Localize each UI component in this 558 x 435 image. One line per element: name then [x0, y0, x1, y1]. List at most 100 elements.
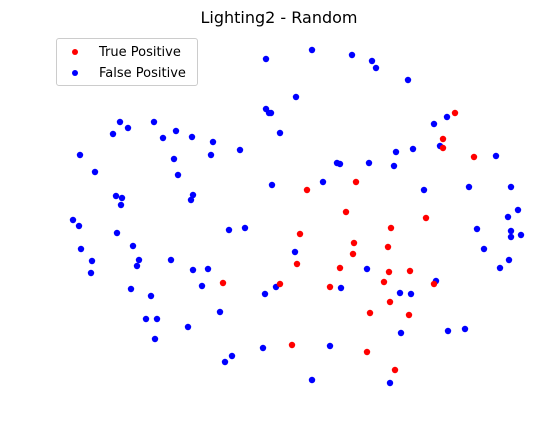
point-false-positive-47: [69, 216, 77, 224]
point-false-positive-54: [517, 231, 525, 239]
point-false-positive-39: [507, 183, 515, 191]
point-false-positive-78: [407, 290, 415, 298]
point-false-positive-19: [209, 138, 217, 146]
point-false-positive-28: [336, 160, 344, 168]
point-false-positive-17: [172, 127, 180, 135]
point-false-positive-53: [507, 227, 515, 235]
point-false-positive-42: [112, 192, 120, 200]
point-false-positive-92: [386, 379, 394, 387]
point-false-positive-84: [461, 325, 469, 333]
series-false-positive: [69, 46, 525, 387]
point-false-positive-58: [480, 245, 488, 253]
point-false-positive-76: [147, 292, 155, 300]
point-false-positive-65: [496, 264, 504, 272]
point-true-positive-17: [380, 278, 388, 286]
point-false-positive-71: [198, 282, 206, 290]
point-true-positive-25: [288, 341, 296, 349]
point-false-positive-4: [372, 64, 380, 72]
point-false-positive-86: [151, 335, 159, 343]
point-false-positive-43: [118, 194, 126, 202]
point-false-positive-67: [189, 266, 197, 274]
legend-entry-true-positive: True Positive: [57, 42, 181, 62]
point-false-positive-23: [236, 146, 244, 154]
point-false-positive-63: [133, 262, 141, 270]
point-true-positive-3: [470, 153, 478, 161]
legend-entry-false-positive: False Positive: [57, 63, 186, 83]
point-false-positive-55: [507, 233, 515, 241]
point-false-positive-3: [368, 57, 376, 65]
point-false-positive-83: [444, 327, 452, 335]
point-false-positive-45: [514, 206, 522, 214]
point-false-positive-40: [189, 191, 197, 199]
point-false-positive-87: [259, 344, 267, 352]
point-false-positive-34: [390, 162, 398, 170]
point-true-positive-27: [391, 366, 399, 374]
point-true-positive-20: [326, 283, 334, 291]
point-true-positive-2: [439, 144, 447, 152]
point-false-positive-16: [159, 134, 167, 142]
point-true-positive-24: [405, 311, 413, 319]
point-false-positive-29: [365, 159, 373, 167]
point-true-positive-4: [352, 178, 360, 186]
point-false-positive-31: [409, 145, 417, 153]
point-false-positive-59: [291, 248, 299, 256]
point-false-positive-88: [326, 342, 334, 350]
point-false-positive-25: [174, 171, 182, 179]
point-false-positive-12: [116, 118, 124, 126]
point-false-positive-13: [124, 124, 132, 132]
point-false-positive-52: [473, 225, 481, 233]
point-true-positive-13: [293, 260, 301, 268]
point-false-positive-14: [150, 118, 158, 126]
point-false-positive-56: [129, 242, 137, 250]
legend-label-true-positive: True Positive: [99, 44, 181, 60]
point-false-positive-68: [204, 265, 212, 273]
point-true-positive-0: [451, 109, 459, 117]
point-false-positive-30: [392, 148, 400, 156]
point-true-positive-10: [350, 239, 358, 247]
legend-label-false-positive: False Positive: [99, 65, 186, 81]
point-false-positive-89: [228, 352, 236, 360]
point-true-positive-21: [430, 280, 438, 288]
point-false-positive-35: [319, 178, 327, 186]
point-false-positive-64: [505, 256, 513, 264]
point-false-positive-50: [225, 226, 233, 234]
point-true-positive-8: [387, 224, 395, 232]
point-false-positive-0: [262, 55, 270, 63]
point-false-positive-73: [337, 284, 345, 292]
point-true-positive-12: [349, 250, 357, 258]
point-true-positive-11: [384, 243, 392, 251]
point-false-positive-24: [170, 155, 178, 163]
point-false-positive-60: [135, 256, 143, 264]
point-true-positive-22: [386, 298, 394, 306]
point-false-positive-26: [91, 168, 99, 176]
point-true-positive-1: [439, 135, 447, 143]
point-false-positive-41: [187, 196, 195, 204]
point-false-positive-61: [167, 256, 175, 264]
chart-title: Lighting2 - Random: [200, 8, 358, 27]
point-false-positive-62: [88, 257, 96, 265]
point-true-positive-19: [276, 280, 284, 288]
point-false-positive-5: [404, 76, 412, 84]
point-false-positive-20: [276, 129, 284, 137]
point-true-positive-15: [385, 268, 393, 276]
point-false-positive-80: [142, 315, 150, 323]
point-false-positive-11: [443, 113, 451, 121]
point-false-positive-69: [363, 265, 371, 273]
point-true-positive-18: [219, 279, 227, 287]
point-false-positive-36: [268, 181, 276, 189]
point-false-positive-57: [77, 245, 85, 253]
point-false-positive-48: [75, 222, 83, 230]
point-true-positive-9: [296, 230, 304, 238]
point-true-positive-5: [303, 186, 311, 194]
point-false-positive-10: [430, 120, 438, 128]
legend: True Positive False Positive: [56, 38, 198, 86]
point-false-positive-2: [348, 51, 356, 59]
point-false-positive-6: [292, 93, 300, 101]
point-true-positive-6: [342, 208, 350, 216]
point-true-positive-14: [336, 264, 344, 272]
legend-marker-true-positive: [72, 49, 78, 55]
point-false-positive-37: [420, 186, 428, 194]
point-false-positive-21: [76, 151, 84, 159]
point-false-positive-79: [216, 308, 224, 316]
